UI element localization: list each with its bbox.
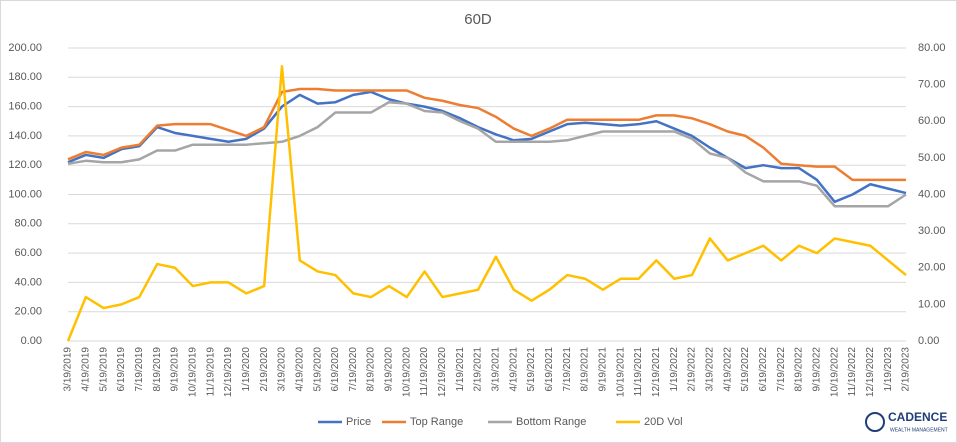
x-tick-label: 3/19/2020 <box>277 347 288 392</box>
x-tick-label: 10/19/2022 <box>829 347 840 397</box>
legend-label: Price <box>346 416 371 428</box>
y-tick-label: 20.00 <box>14 306 42 318</box>
x-tick-label: 4/19/2020 <box>294 347 305 392</box>
x-tick-label: 1/19/2022 <box>669 347 680 392</box>
x-tick-label: 7/19/2022 <box>776 347 787 392</box>
y-tick-label: 200.00 <box>8 42 42 54</box>
x-tick-label: 1/19/2020 <box>241 347 252 392</box>
y2-tick-label: 70.00 <box>918 79 946 91</box>
y2-tick-label: 60.00 <box>918 115 946 127</box>
x-tick-label: 5/19/2021 <box>526 347 537 392</box>
x-tick-label: 4/19/2019 <box>80 347 91 392</box>
logo: CADENCE WEALTH MANAGEMENT <box>865 410 948 433</box>
x-tick-label: 10/19/2021 <box>615 347 626 397</box>
x-tick-label: 6/19/2020 <box>330 347 341 392</box>
y-tick-label: 100.00 <box>8 188 42 200</box>
y2-tick-label: 0.00 <box>918 335 939 347</box>
y2-tick-label: 40.00 <box>918 188 946 200</box>
y-tick-label: 160.00 <box>8 101 42 113</box>
x-tick-label: 5/19/2019 <box>98 347 109 392</box>
x-tick-label: 7/19/2020 <box>348 347 359 392</box>
x-tick-label: 2/19/2023 <box>901 347 912 392</box>
y-tick-label: 80.00 <box>14 218 42 230</box>
y2-tick-label: 80.00 <box>918 42 946 54</box>
x-tick-label: 1/19/2021 <box>455 347 466 392</box>
x-tick-label: 12/19/2021 <box>651 347 662 397</box>
x-tick-label: 12/19/2020 <box>437 347 448 397</box>
x-tick-label: 9/19/2021 <box>598 347 609 392</box>
y-tick-label: 0.00 <box>21 335 42 347</box>
y-tick-label: 120.00 <box>8 159 42 171</box>
x-tick-label: 9/19/2019 <box>170 347 181 392</box>
x-tick-label: 6/19/2019 <box>116 347 127 392</box>
x-tick-label: 2/19/2021 <box>473 347 484 392</box>
series-line <box>67 100 907 208</box>
x-tick-label: 10/19/2020 <box>401 347 412 397</box>
y-tick-label: 60.00 <box>14 247 42 259</box>
y2-tick-label: 10.00 <box>918 298 946 310</box>
x-tick-label: 8/19/2022 <box>794 347 805 392</box>
x-tick-label: 11/19/2021 <box>633 347 644 397</box>
logo-icon <box>865 412 885 432</box>
x-tick-label: 7/19/2021 <box>562 347 573 392</box>
x-tick-label: 5/19/2020 <box>312 347 323 392</box>
x-tick-label: 6/19/2021 <box>544 347 555 392</box>
x-tick-label: 4/19/2021 <box>508 347 519 392</box>
legend-label: Bottom Range <box>516 416 586 428</box>
x-tick-label: 11/19/2022 <box>847 347 858 397</box>
series-line <box>67 90 907 204</box>
x-tick-label: 12/19/2022 <box>865 347 876 397</box>
x-tick-label: 1/19/2023 <box>883 347 894 392</box>
x-tick-label: 9/19/2022 <box>811 347 822 392</box>
x-tick-label: 9/19/2020 <box>384 347 395 392</box>
x-tick-label: 8/19/2020 <box>366 347 377 392</box>
x-tick-label: 11/19/2020 <box>419 347 430 397</box>
x-tick-label: 12/19/2019 <box>223 347 234 397</box>
logo-name: CADENCE <box>888 410 947 424</box>
y2-tick-label: 20.00 <box>918 262 946 274</box>
x-tick-label: 2/19/2020 <box>259 347 270 392</box>
x-tick-label: 3/19/2022 <box>705 347 716 392</box>
x-tick-label: 8/19/2021 <box>580 347 591 392</box>
x-tick-label: 6/19/2022 <box>758 347 769 392</box>
y-tick-label: 40.00 <box>14 276 42 288</box>
y-tick-label: 140.00 <box>8 130 42 142</box>
legend-label: Top Range <box>410 416 463 428</box>
series-line <box>67 87 906 182</box>
x-tick-label: 5/19/2022 <box>740 347 751 392</box>
x-tick-label: 11/19/2019 <box>205 347 216 397</box>
x-tick-label: 8/19/2019 <box>152 347 163 392</box>
x-tick-label: 7/19/2019 <box>134 347 145 392</box>
series-line <box>66 65 907 342</box>
y2-tick-label: 50.00 <box>918 152 946 164</box>
y-tick-label: 180.00 <box>8 71 42 83</box>
legend-label: 20D Vol <box>644 416 683 428</box>
x-tick-label: 2/19/2022 <box>687 347 698 392</box>
y2-tick-label: 30.00 <box>918 225 946 237</box>
x-tick-label: 3/19/2021 <box>491 347 502 392</box>
logo-tagline: WEALTH MANAGEMENT <box>890 427 948 433</box>
x-tick-label: 3/19/2019 <box>63 347 74 392</box>
x-tick-label: 10/19/2019 <box>187 347 198 397</box>
chart-title: 60D <box>464 11 492 28</box>
x-tick-label: 4/19/2022 <box>722 347 733 392</box>
